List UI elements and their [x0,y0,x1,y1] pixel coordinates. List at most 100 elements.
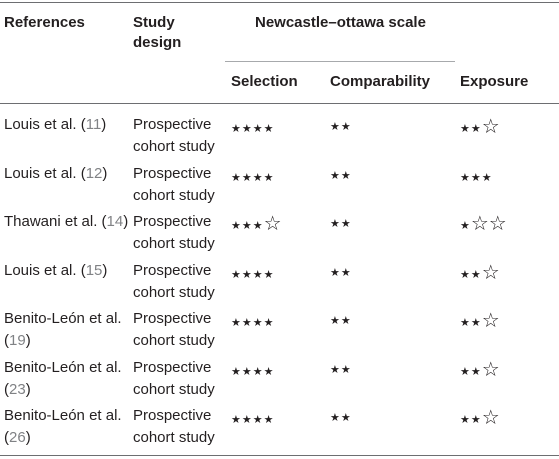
reference-open-paren: ( [4,381,9,398]
selection-filled-stars: ★★★★ [231,269,275,281]
exposure-stars: ★★☆ [460,407,500,431]
selection-filled-stars: ★★★★ [231,414,275,426]
reference-close-paren: ) [102,165,108,182]
table-bottom-rule [0,455,559,456]
reference-author: Benito-León et al. [4,407,122,424]
study-design-line1: Prospective [133,213,212,230]
exposure-stars: ★★☆ [460,310,500,334]
exposure-stars: ★☆☆ [460,213,507,237]
exposure-filled-stars: ★★ [460,317,482,329]
exposure-empty-star-icon: ☆ [481,359,500,381]
reference-number: 26 [9,429,26,446]
selection-filled-stars: ★★★★ [231,317,275,329]
exposure-filled-stars: ★★★ [460,172,493,184]
reference-author: Benito-León et al. [4,310,122,327]
study-design-line1: Prospective [133,310,212,327]
study-design-line2: cohort study [133,187,215,204]
reference-line1: Benito-León et al. [4,357,122,379]
header-scale: Newcastle–ottawa scale [255,14,426,31]
study-design-line2: cohort study [133,332,215,349]
reference-author: Benito-León et al. [4,359,122,376]
reference-author: Thawani et al. ( [4,213,107,230]
study-design-line1: Prospective [133,407,212,424]
study-design-line2: cohort study [133,284,215,301]
selection-stars: ★★★★ [231,116,274,140]
study-design-line1: Prospective [133,116,212,133]
reference-line1: Louis et al. (15) [4,260,107,282]
exposure-stars: ★★☆ [460,359,500,383]
header-references: References [4,14,85,31]
study-design-line2: cohort study [133,138,215,155]
header-bottom-rule [0,103,559,104]
selection-stars: ★★★★ [231,262,274,286]
selection-stars: ★★★★ [231,359,274,383]
selection-stars: ★★★★ [231,310,274,334]
selection-empty-star-icon: ☆ [263,213,282,235]
reference-close-paren: ) [25,429,31,446]
reference-line1: Louis et al. (12) [4,163,107,185]
header-study-design-line2: design [133,34,182,51]
reference-number: 15 [85,262,103,279]
header-selection: Selection [231,73,298,90]
selection-filled-stars: ★★★★ [231,172,275,184]
study-design-line1: Prospective [133,262,212,279]
reference-author: Louis et al. ( [4,116,86,133]
reference-open-paren: ( [4,429,9,446]
exposure-stars: ★★★ [460,165,493,189]
exposure-stars: ★★☆ [460,116,500,140]
comparability-stars: ★★ [330,170,352,182]
comparability-stars: ★★ [330,267,352,279]
exposure-filled-stars: ★ [460,220,471,232]
reference-line2: (26) [4,427,31,449]
selection-filled-stars: ★★★★ [231,123,275,135]
exposure-filled-stars: ★★ [460,366,482,378]
header-comparability: Comparability [330,73,431,90]
study-design-line2: cohort study [133,235,215,252]
study-design-line2: cohort study [133,381,215,398]
study-design-line1: Prospective [133,359,212,376]
reference-line1: Benito-León et al. [4,405,122,427]
comparability-stars: ★★ [330,412,352,424]
comparability-stars: ★★ [330,315,352,327]
reference-line1: Thawani et al. (14) [4,211,128,233]
reference-number: 23 [9,381,26,398]
reference-number: 12 [85,165,103,182]
exposure-filled-stars: ★★ [460,123,482,135]
exposure-stars: ★★☆ [460,262,500,286]
header-study-design-line1: Study [133,14,175,31]
reference-number: 19 [9,332,26,349]
exposure-filled-stars: ★★ [460,269,482,281]
selection-filled-stars: ★★★★ [231,366,275,378]
selection-stars: ★★★★ [231,165,274,189]
reference-open-paren: ( [4,332,9,349]
exposure-empty-star-icon: ☆ [481,116,500,138]
selection-filled-stars: ★★★ [231,220,264,232]
reference-line1: Louis et al. (11) [4,114,106,136]
exposure-empty-star-icon: ☆ [481,407,500,429]
reference-author: Louis et al. ( [4,165,86,182]
scale-group-rule [225,61,455,62]
reference-close-paren: ) [102,262,108,279]
exposure-empty-star-icon: ☆ [481,310,500,332]
selection-stars: ★★★☆ [231,213,282,237]
reference-number: 14 [106,213,124,230]
reference-close-paren: ) [123,213,129,230]
exposure-empty-star-icon: ☆ [481,262,500,284]
comparability-stars: ★★ [330,218,352,230]
reference-close-paren: ) [25,332,31,349]
reference-author: Louis et al. ( [4,262,86,279]
reference-number: 11 [85,116,102,133]
table-top-rule [0,2,559,3]
reference-close-paren: ) [101,116,107,133]
comparability-stars: ★★ [330,121,352,133]
reference-line2: (19) [4,330,31,352]
exposure-empty-star-icon: ☆☆ [470,213,507,235]
reference-line2: (23) [4,379,31,401]
selection-stars: ★★★★ [231,407,274,431]
comparability-stars: ★★ [330,364,352,376]
reference-close-paren: ) [25,381,31,398]
study-design-line1: Prospective [133,165,212,182]
study-design-line2: cohort study [133,429,215,446]
reference-line1: Benito-León et al. [4,308,122,330]
